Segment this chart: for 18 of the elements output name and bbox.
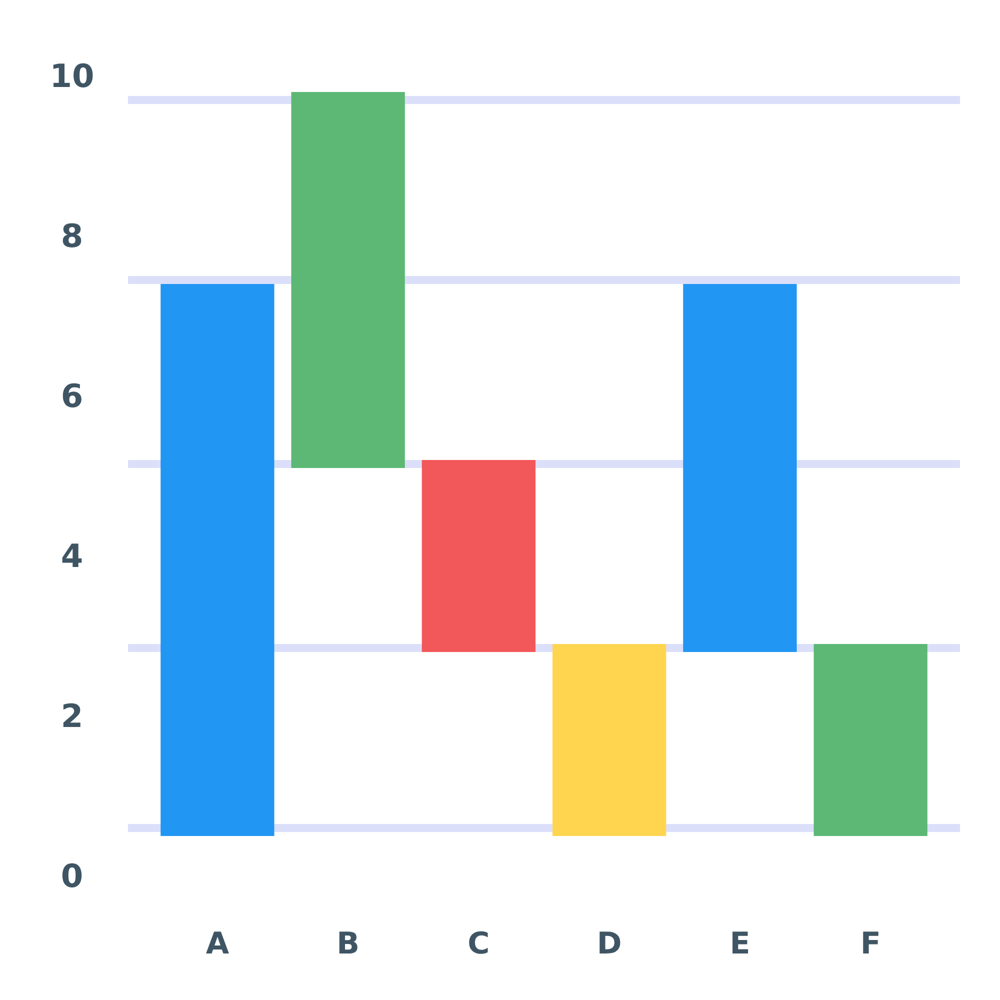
- x-tick-label: F: [860, 926, 881, 962]
- y-tick-label: 0: [60, 857, 84, 896]
- y-tick-label: 10: [50, 57, 94, 96]
- y-tick-label: 2: [60, 697, 84, 736]
- x-tick-label: A: [206, 926, 230, 962]
- y-tick-label: 6: [60, 377, 84, 416]
- y-tick-label: 4: [60, 537, 84, 576]
- bar: [160, 284, 274, 836]
- bar: [814, 644, 928, 836]
- x-tick-label: E: [730, 926, 750, 962]
- bar: [291, 92, 405, 468]
- x-tick-label: C: [468, 926, 490, 962]
- y-tick-label: 8: [60, 217, 84, 256]
- x-tick-label: D: [596, 926, 622, 962]
- x-tick-label: B: [336, 926, 360, 962]
- bar: [552, 644, 666, 836]
- bar: [683, 284, 797, 652]
- bar: [422, 460, 536, 652]
